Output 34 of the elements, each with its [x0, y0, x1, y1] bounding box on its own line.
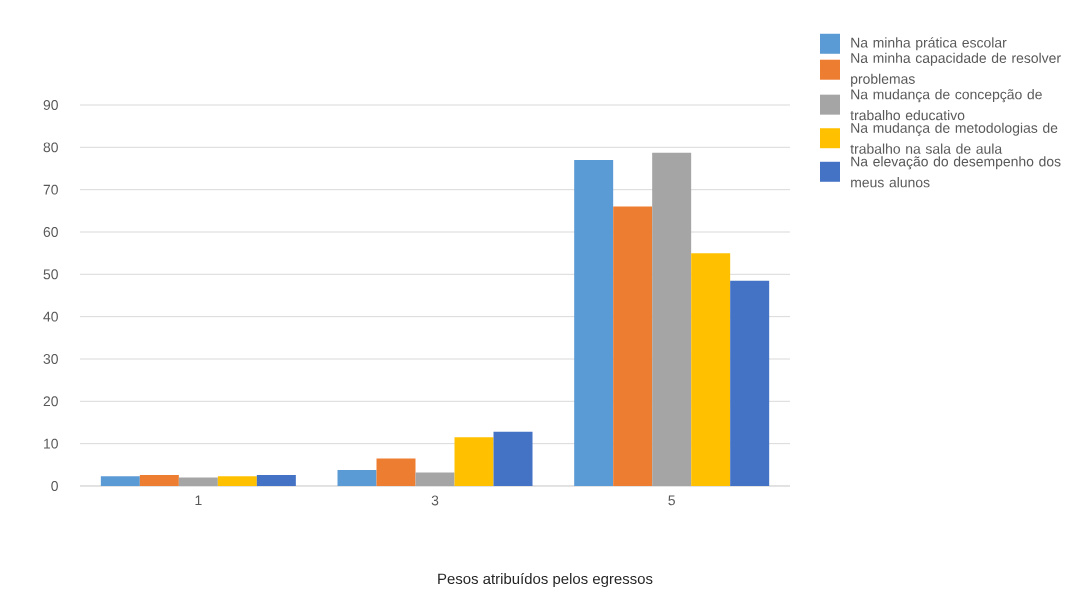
bar [217, 476, 257, 486]
y-tick-label: 50 [43, 269, 58, 280]
bar [652, 152, 692, 486]
bar [454, 437, 494, 486]
bar [730, 280, 770, 486]
y-tick-label: 30 [43, 354, 58, 364]
legend-label: Na mudança de metodologias de trabalho na sala de aula [850, 122, 1058, 154]
y-tick-label: 20 [43, 396, 58, 407]
bar [376, 458, 416, 486]
bar [415, 472, 455, 486]
bar [178, 477, 218, 486]
x-tick-label: 3 [431, 495, 439, 506]
y-tick-label: 80 [43, 142, 58, 153]
bar [256, 474, 296, 486]
bar [574, 160, 614, 486]
x-tick-label: 1 [195, 495, 202, 506]
legend-label: Na minha capacidade de resolver problemas [851, 52, 1061, 87]
y-tick-label: 40 [43, 311, 58, 322]
bar [139, 474, 179, 486]
y-tick-label: 90 [43, 100, 58, 110]
legend-label: Na minha prática escolar [851, 37, 1007, 51]
bar [337, 469, 377, 486]
y-tick-label: 60 [43, 227, 58, 237]
legend-label: Na mudança de concepção de trabalho educativo [850, 89, 1042, 121]
y-tick-label: 0 [51, 481, 58, 491]
legend-label: Na elevação do desempenho dos meus alunos [851, 156, 1061, 188]
bar [493, 431, 533, 486]
x-axis-title: Pesos atribuídos pelos egressos [438, 572, 653, 588]
y-tick-label: 10 [44, 438, 58, 449]
bar [613, 206, 653, 486]
bar [100, 476, 140, 486]
y-tick-label: 70 [43, 184, 58, 195]
x-tick-label: 5 [668, 495, 675, 506]
bar [691, 253, 731, 486]
